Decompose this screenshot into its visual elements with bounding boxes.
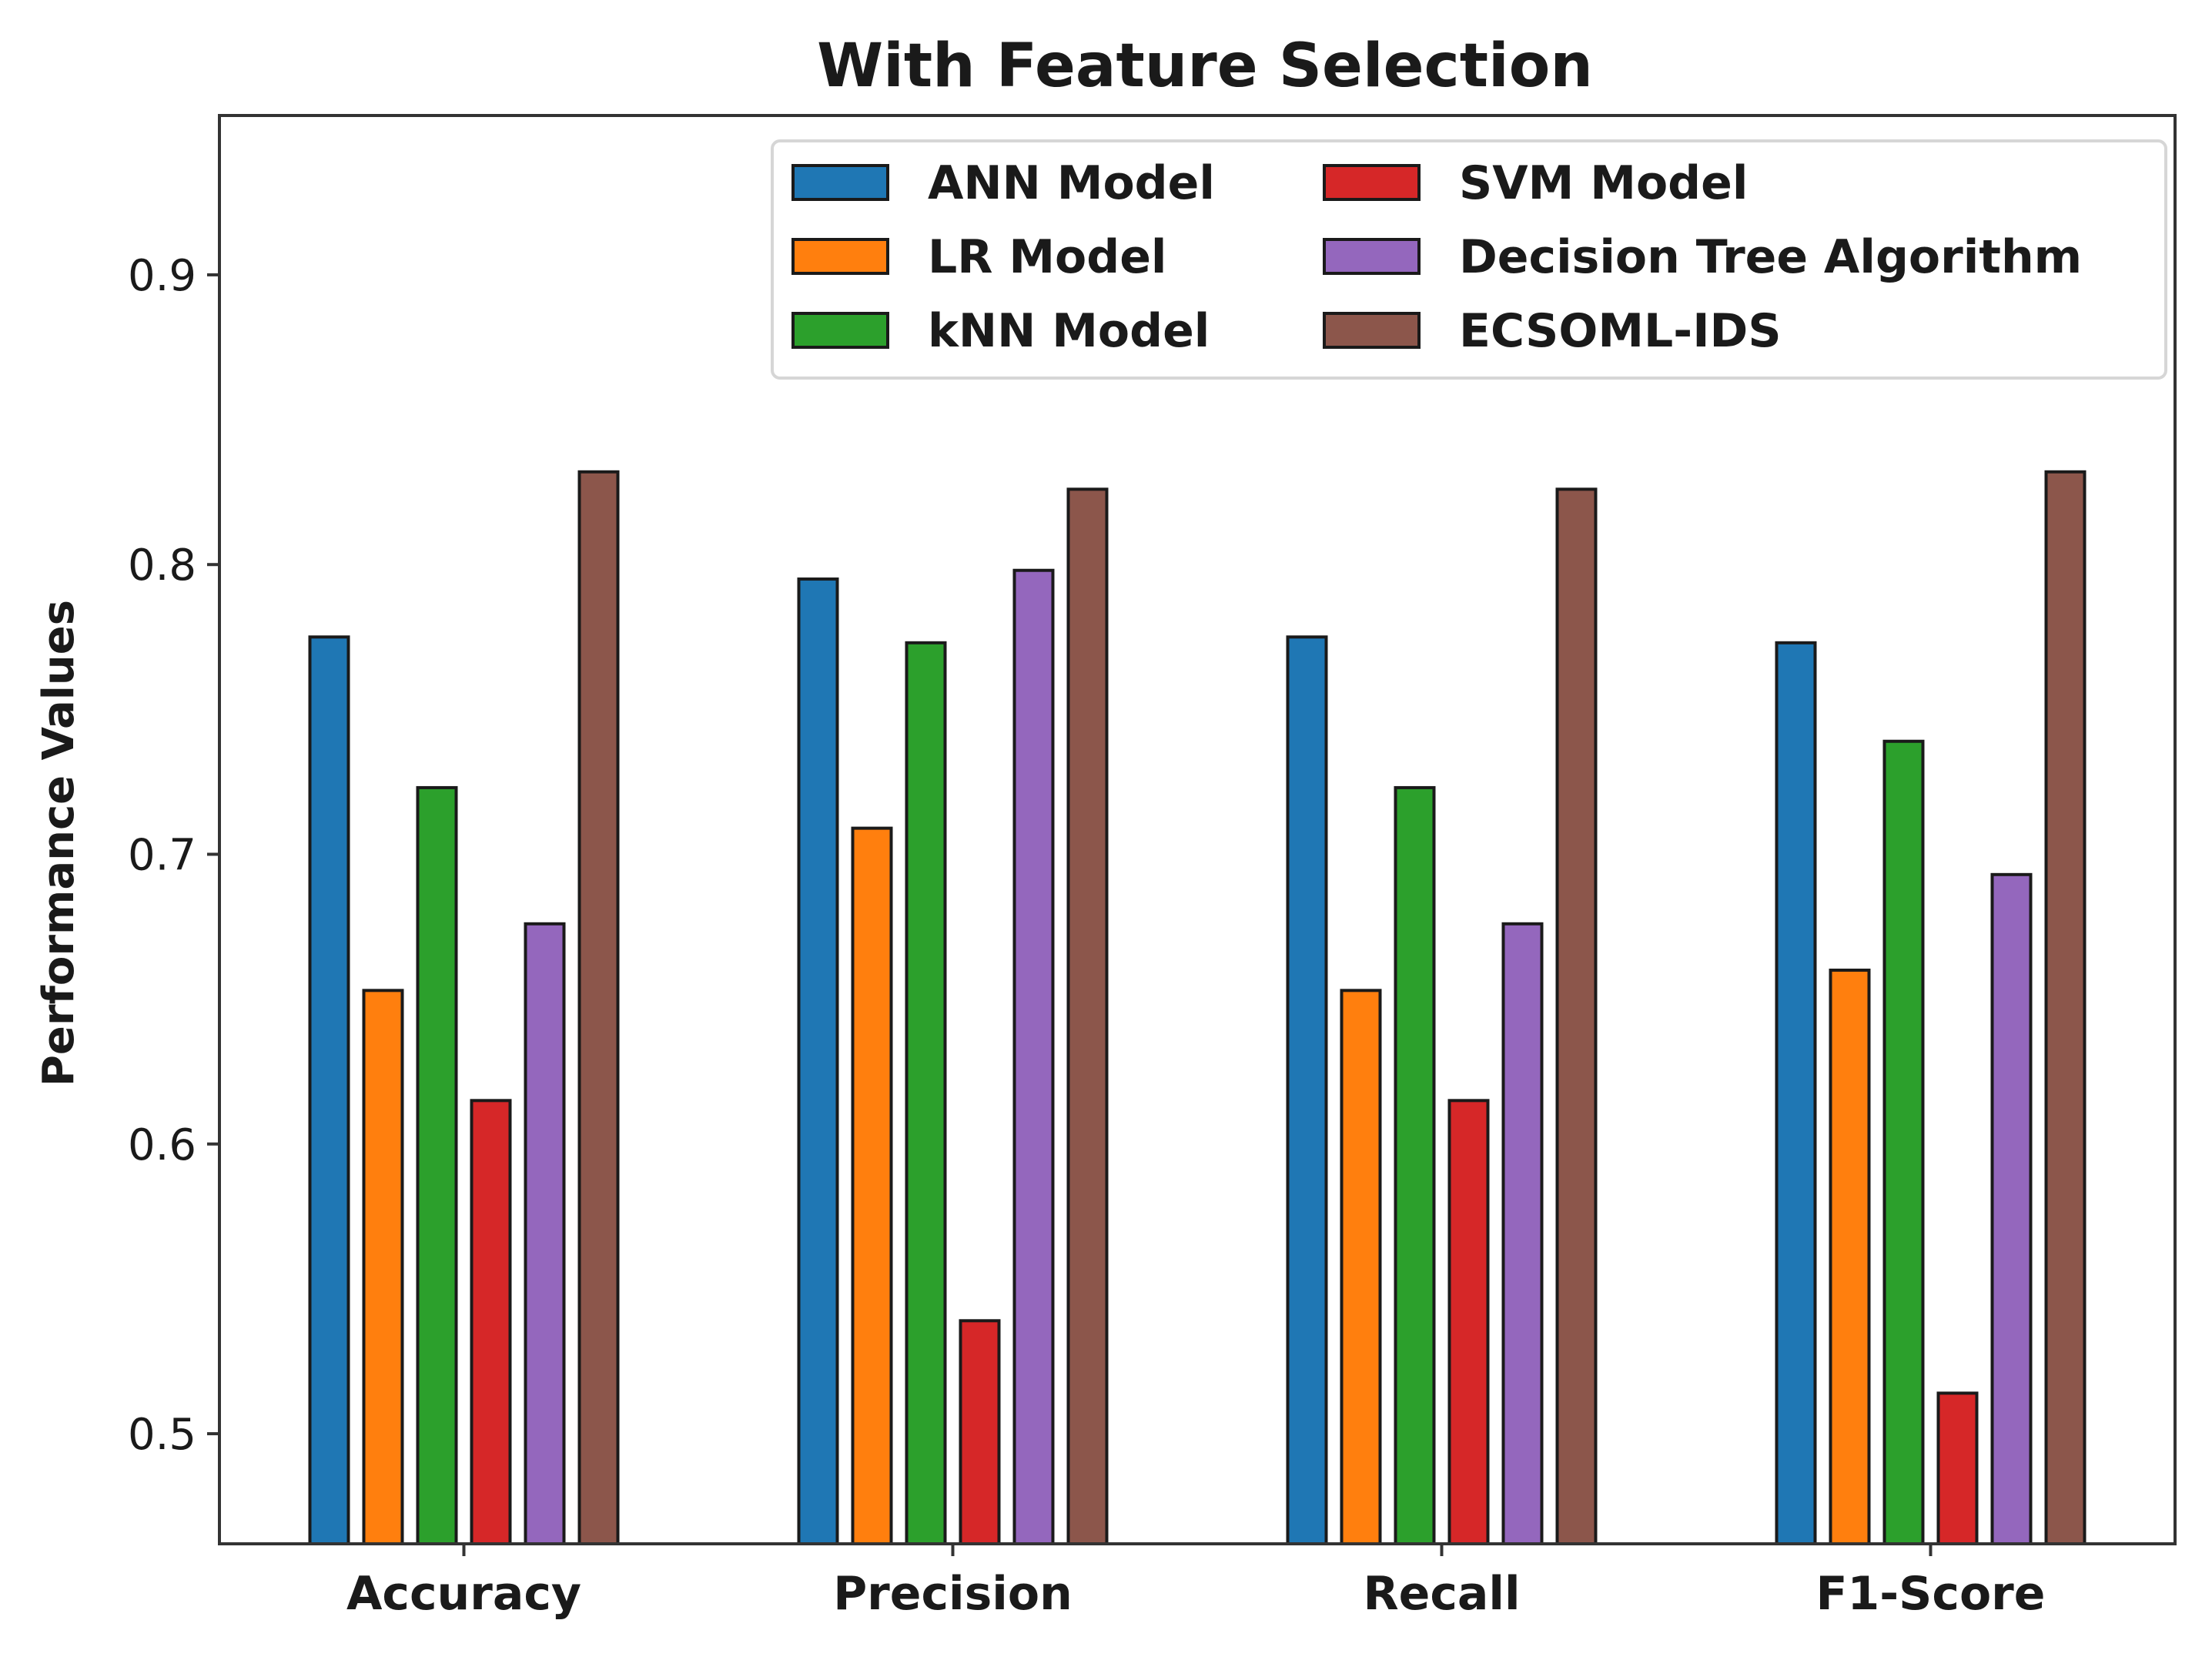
bar-ann-model-f1-score bbox=[1775, 641, 1817, 1546]
bar-lr-model-recall bbox=[1340, 989, 1382, 1545]
bar-ecsoml-ids-f1-score bbox=[2044, 470, 2087, 1545]
bar-svm-model-recall bbox=[1447, 1099, 1490, 1545]
legend-swatch bbox=[1323, 164, 1421, 201]
legend-box bbox=[771, 139, 2167, 380]
legend-label: Decision Tree Algorithm bbox=[1459, 230, 2082, 284]
legend-label: kNN Model bbox=[928, 304, 1210, 358]
legend-swatch bbox=[1323, 238, 1421, 275]
bar-svm-model-accuracy bbox=[470, 1099, 512, 1545]
bar-decision-tree-algorithm-f1-score bbox=[1990, 872, 2033, 1546]
bar-knn-model-accuracy bbox=[416, 785, 458, 1545]
bar-ann-model-recall bbox=[1286, 635, 1328, 1545]
bar-lr-model-f1-score bbox=[1829, 968, 1871, 1545]
bar-ecsoml-ids-precision bbox=[1066, 487, 1109, 1545]
bar-decision-tree-algorithm-precision bbox=[1012, 568, 1055, 1545]
x-tick-label: F1-Score bbox=[1816, 1567, 2046, 1621]
bar-decision-tree-algorithm-accuracy bbox=[524, 922, 566, 1545]
x-tick-label: Accuracy bbox=[346, 1567, 581, 1621]
legend-label: ECSOML-IDS bbox=[1459, 304, 1782, 358]
y-axis-label: Performance Values bbox=[34, 600, 84, 1086]
y-tick-label: 0.6 bbox=[128, 1120, 196, 1170]
bar-lr-model-precision bbox=[851, 826, 893, 1545]
legend-swatch bbox=[791, 238, 889, 275]
legend-swatch bbox=[791, 164, 889, 201]
x-tick-label: Precision bbox=[833, 1567, 1073, 1621]
plot-frame bbox=[218, 114, 2177, 1545]
bars-layer bbox=[308, 470, 2087, 1546]
legend: ANN Model LR Model kNN Model SVM Model Decis… bbox=[771, 139, 2167, 380]
chart-title: With Feature Selection bbox=[817, 32, 1593, 101]
bar-svm-model-f1-score bbox=[1936, 1391, 1979, 1546]
bar-ann-model-precision bbox=[797, 577, 839, 1545]
bar-svm-model-precision bbox=[959, 1319, 1001, 1545]
x-tick-label: Recall bbox=[1363, 1567, 1520, 1621]
axes-layer: 0.5 0.6 0.7 0.8 0.9 Accuracy Precision Recall F1… bbox=[128, 114, 2177, 1621]
legend-label: SVM Model bbox=[1459, 156, 1748, 210]
legend-label: ANN Model bbox=[928, 156, 1215, 210]
bar-decision-tree-algorithm-recall bbox=[1501, 922, 1544, 1545]
legend-swatch bbox=[791, 312, 889, 349]
bar-knn-model-f1-score bbox=[1882, 739, 1925, 1546]
bar-knn-model-recall bbox=[1394, 785, 1436, 1545]
bar-knn-model-precision bbox=[905, 641, 947, 1546]
bar-ecsoml-ids-accuracy bbox=[577, 470, 620, 1545]
y-tick-label: 0.7 bbox=[128, 830, 196, 880]
y-tick-label: 0.8 bbox=[128, 541, 196, 591]
legend-swatch bbox=[1323, 312, 1421, 349]
legend-label: LR Model bbox=[928, 230, 1166, 284]
y-tick-label: 0.5 bbox=[128, 1410, 196, 1460]
bar-lr-model-accuracy bbox=[362, 989, 404, 1545]
bar-ann-model-accuracy bbox=[308, 635, 350, 1545]
y-tick-label: 0.9 bbox=[128, 251, 196, 301]
bar-ecsoml-ids-recall bbox=[1555, 487, 1598, 1545]
